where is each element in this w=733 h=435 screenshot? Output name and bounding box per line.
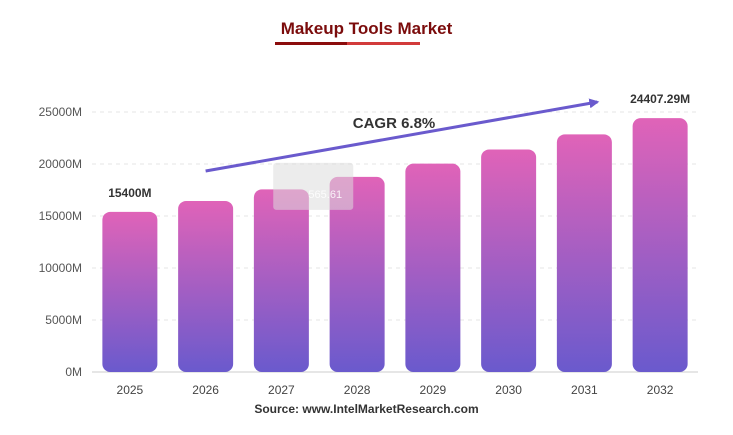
chart-title: Makeup Tools Market: [280, 19, 453, 38]
bar: [102, 211, 158, 372]
bars: [102, 118, 688, 372]
source-note: Source: www.IntelMarketResearch.com: [254, 402, 479, 416]
tooltip-box: [273, 162, 354, 210]
bar: [556, 134, 612, 372]
y-tick-label: 15000M: [39, 209, 82, 223]
x-tick-label: 2027: [268, 383, 295, 397]
y-tick-label: 20000M: [39, 157, 82, 171]
x-tick-label: 2031: [571, 383, 598, 397]
y-tick-label: 10000M: [39, 261, 82, 275]
y-axis: 0M 5000M 10000M 15000M 20000M 25000M: [39, 105, 82, 379]
title-underline: [275, 42, 420, 45]
y-tick-label: 5000M: [45, 313, 82, 327]
data-label: 15400M: [108, 186, 151, 200]
cagr-label: CAGR 6.8%: [353, 115, 436, 132]
x-tick-label: 2030: [495, 383, 522, 397]
x-tick-label: 2026: [192, 383, 219, 397]
data-labels: 15400M 24407.29M: [108, 92, 690, 200]
bar: [329, 176, 385, 372]
data-label: 24407.29M: [630, 92, 690, 106]
x-tick-label: 2025: [117, 383, 144, 397]
bar: [178, 200, 234, 372]
x-axis: 2025 2026 2027 2028 2029 2030 2031 2032: [117, 383, 674, 397]
title-underline-dark: [275, 42, 347, 45]
tooltip-text: 565.61: [308, 189, 342, 201]
cagr-arrow: [205, 98, 600, 173]
tooltip: 565.61: [273, 162, 354, 210]
title-underline-light: [347, 42, 420, 45]
cagr-annotation: CAGR 6.8%: [205, 98, 600, 173]
bar: [632, 118, 688, 372]
bar: [405, 163, 461, 372]
x-tick-label: 2032: [647, 383, 674, 397]
x-tick-label: 2029: [420, 383, 447, 397]
x-tick-label: 2028: [344, 383, 371, 397]
y-tick-label: 25000M: [39, 105, 82, 119]
bar: [253, 189, 309, 372]
y-tick-label: 0M: [65, 365, 82, 379]
bar: [481, 149, 537, 372]
